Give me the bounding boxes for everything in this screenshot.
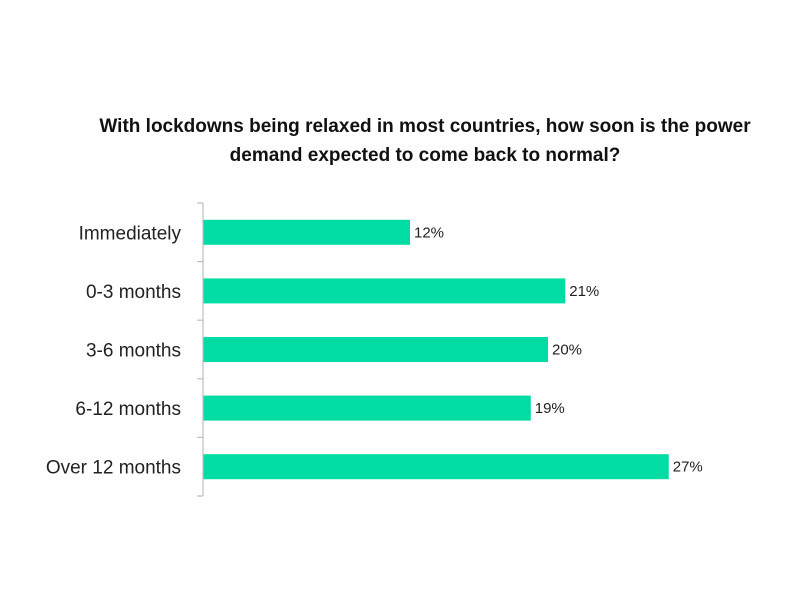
bars-layer <box>203 219 669 480</box>
category-axis <box>197 202 204 497</box>
value-label: 27% <box>673 459 703 476</box>
bar <box>203 278 566 304</box>
bar <box>203 219 410 245</box>
value-label: 21% <box>569 283 599 300</box>
category-label: 3-6 months <box>86 341 181 362</box>
category-label: Over 12 months <box>46 458 181 479</box>
bar <box>203 337 548 362</box>
category-label: Immediately <box>79 223 182 244</box>
bar <box>203 454 669 480</box>
category-label: 6-12 months <box>75 399 181 420</box>
category-label: 0-3 months <box>86 282 181 303</box>
value-labels: 12% 21% 20% 19% 27% <box>414 224 703 475</box>
value-label: 20% <box>552 342 582 359</box>
category-labels: Immediately 0-3 months 3-6 months 6-12 mont… <box>46 223 182 478</box>
bar <box>203 395 531 421</box>
value-label: 12% <box>414 224 444 241</box>
chart-title: With lockdowns being relaxed in most cou… <box>99 116 751 166</box>
value-label: 19% <box>535 400 565 417</box>
